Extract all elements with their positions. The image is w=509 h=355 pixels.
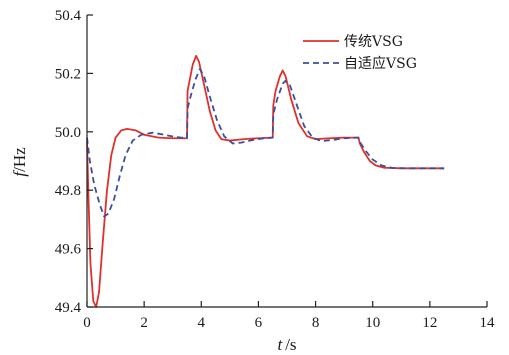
x-tick-label-2: 4 (198, 315, 206, 331)
y-tick-label-0: 49.4 (55, 300, 82, 316)
x-axis-label: t/s (277, 335, 296, 354)
axes-layer (86, 15, 487, 308)
y-tick-label-5: 50.4 (55, 8, 82, 24)
series-line-1 (86, 68, 445, 218)
y-tick-label-3: 50.0 (55, 125, 81, 141)
x-tick-label-6: 12 (422, 315, 437, 331)
x-tick-label-0: 0 (83, 315, 91, 331)
y-tick-label-2: 49.8 (55, 183, 81, 199)
x-tick-label-3: 6 (255, 315, 263, 331)
x-tick-label-5: 10 (365, 315, 380, 331)
y-ticks: 49.4 49.6 49.8 50.0 50.2 50.4 (55, 8, 93, 316)
y-tick-label-1: 49.6 (55, 242, 82, 258)
x-tick-label-4: 8 (312, 315, 320, 331)
legend-label-0: 传统VSG (344, 34, 403, 50)
x-tick-label-7: 14 (480, 315, 496, 331)
y-tick-label-4: 50.2 (55, 66, 81, 82)
x-tick-label-1: 2 (140, 315, 148, 331)
legend: 传统VSG 自适应VSG (303, 34, 417, 72)
y-axis-label: f/Hz (10, 147, 29, 177)
series-line-0 (86, 54, 445, 308)
series-layer (86, 54, 445, 308)
legend-label-1: 自适应VSG (344, 55, 417, 72)
x-ticks: 0 2 4 6 8 10 12 14 (83, 301, 495, 331)
